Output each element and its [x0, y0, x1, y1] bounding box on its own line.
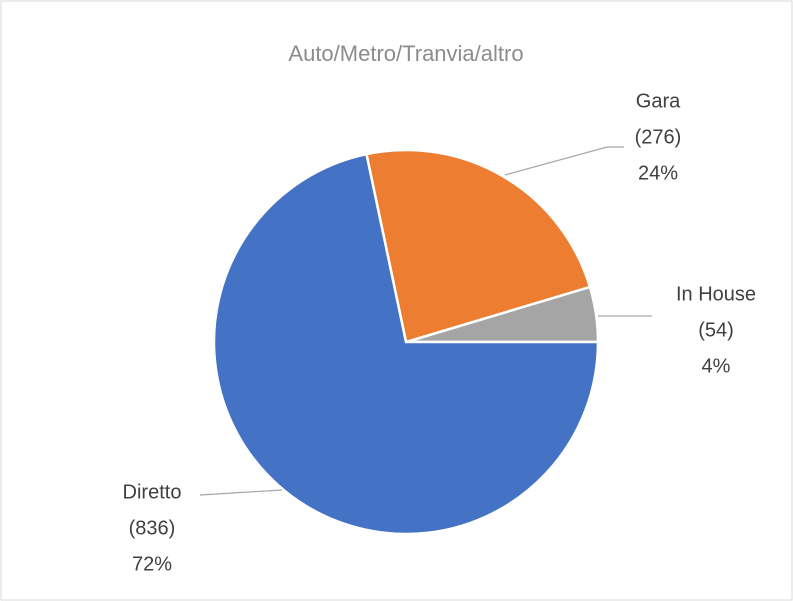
leader-line — [504, 146, 624, 176]
category-label: Diretto — [123, 481, 182, 503]
pie-slice — [364, 148, 592, 344]
value-label: (276) — [635, 126, 682, 148]
percentage-label: 24% — [638, 162, 678, 184]
percentage-label: 72% — [132, 553, 172, 575]
percentage-label: 4% — [702, 355, 731, 377]
category-label: Gara — [636, 90, 681, 112]
leader-line — [199, 489, 283, 496]
category-label: In House — [676, 283, 756, 305]
value-label: (836) — [129, 517, 176, 539]
pie-slice — [212, 152, 600, 536]
value-label: (54) — [698, 319, 734, 341]
chart-title: Auto/Metro/Tranvia/altro — [288, 41, 523, 66]
